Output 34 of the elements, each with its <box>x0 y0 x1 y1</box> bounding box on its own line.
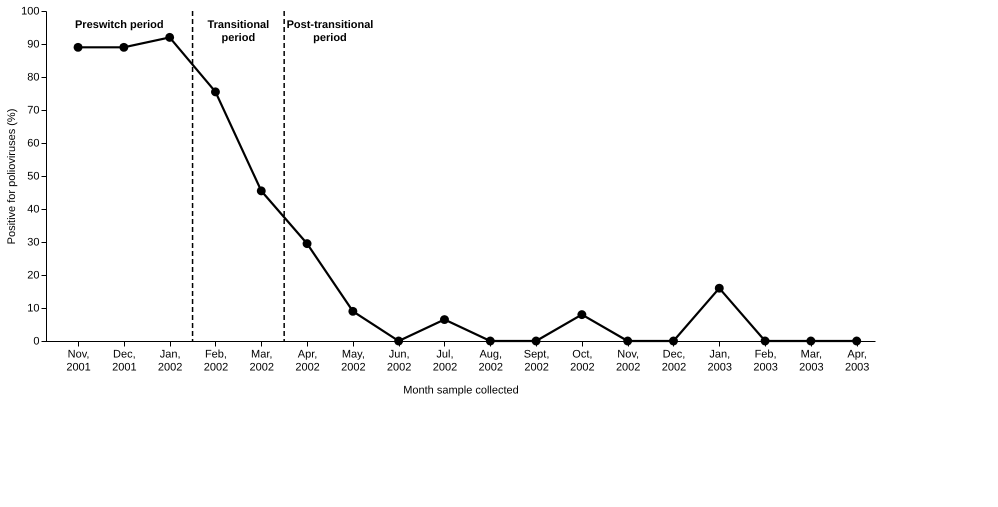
x-tick-label: Jun, 2002 <box>386 348 412 374</box>
x-tick-label: Apr, 2003 <box>844 348 870 374</box>
y-tick-label: 40 <box>27 204 40 216</box>
y-tick-label: 50 <box>27 170 40 182</box>
x-tick-label: Nov, 2002 <box>616 348 640 374</box>
x-tick-label: Dec, 2002 <box>662 348 686 374</box>
y-tick-label: 100 <box>21 6 40 18</box>
x-tick-label: Aug, 2002 <box>478 348 504 374</box>
x-tick-label: May, 2002 <box>341 348 366 374</box>
y-tick-label: 20 <box>27 270 40 282</box>
x-tick-label: Mar, 2002 <box>250 348 274 374</box>
annotation: Transitional period <box>207 19 270 44</box>
x-tick-label: Feb, 2003 <box>753 348 778 374</box>
y-tick-label: 30 <box>27 236 40 248</box>
y-axis-title: Positive for polioviruses (%) <box>6 108 18 244</box>
y-tick-label: 70 <box>27 104 40 116</box>
x-tick-label: Dec, 2001 <box>112 348 137 374</box>
x-tick-label: Nov, 2001 <box>66 348 91 374</box>
x-tick-label: Feb, 2002 <box>204 348 228 374</box>
y-tick-label: 10 <box>27 302 40 314</box>
x-tick-label: Jan, 2003 <box>708 348 732 374</box>
x-axis-title: Month sample collected <box>403 384 519 396</box>
x-tick-label: Jul, 2002 <box>432 348 458 374</box>
annotation: Post-transitional period <box>286 19 374 44</box>
x-tick-label: Apr, 2002 <box>295 348 320 374</box>
x-tick-label: Oct, 2002 <box>570 348 595 374</box>
x-tick-label: Jan, 2002 <box>158 348 182 374</box>
y-tick-label: 0 <box>33 336 40 348</box>
x-tick-label: Mar, 2003 <box>799 348 824 374</box>
y-tick-label: 80 <box>27 72 40 84</box>
annotation: Preswitch period <box>74 19 164 31</box>
x-tick-label: Sept, 2002 <box>524 348 550 374</box>
y-tick-label: 90 <box>27 38 40 50</box>
y-tick-label: 60 <box>27 138 40 150</box>
